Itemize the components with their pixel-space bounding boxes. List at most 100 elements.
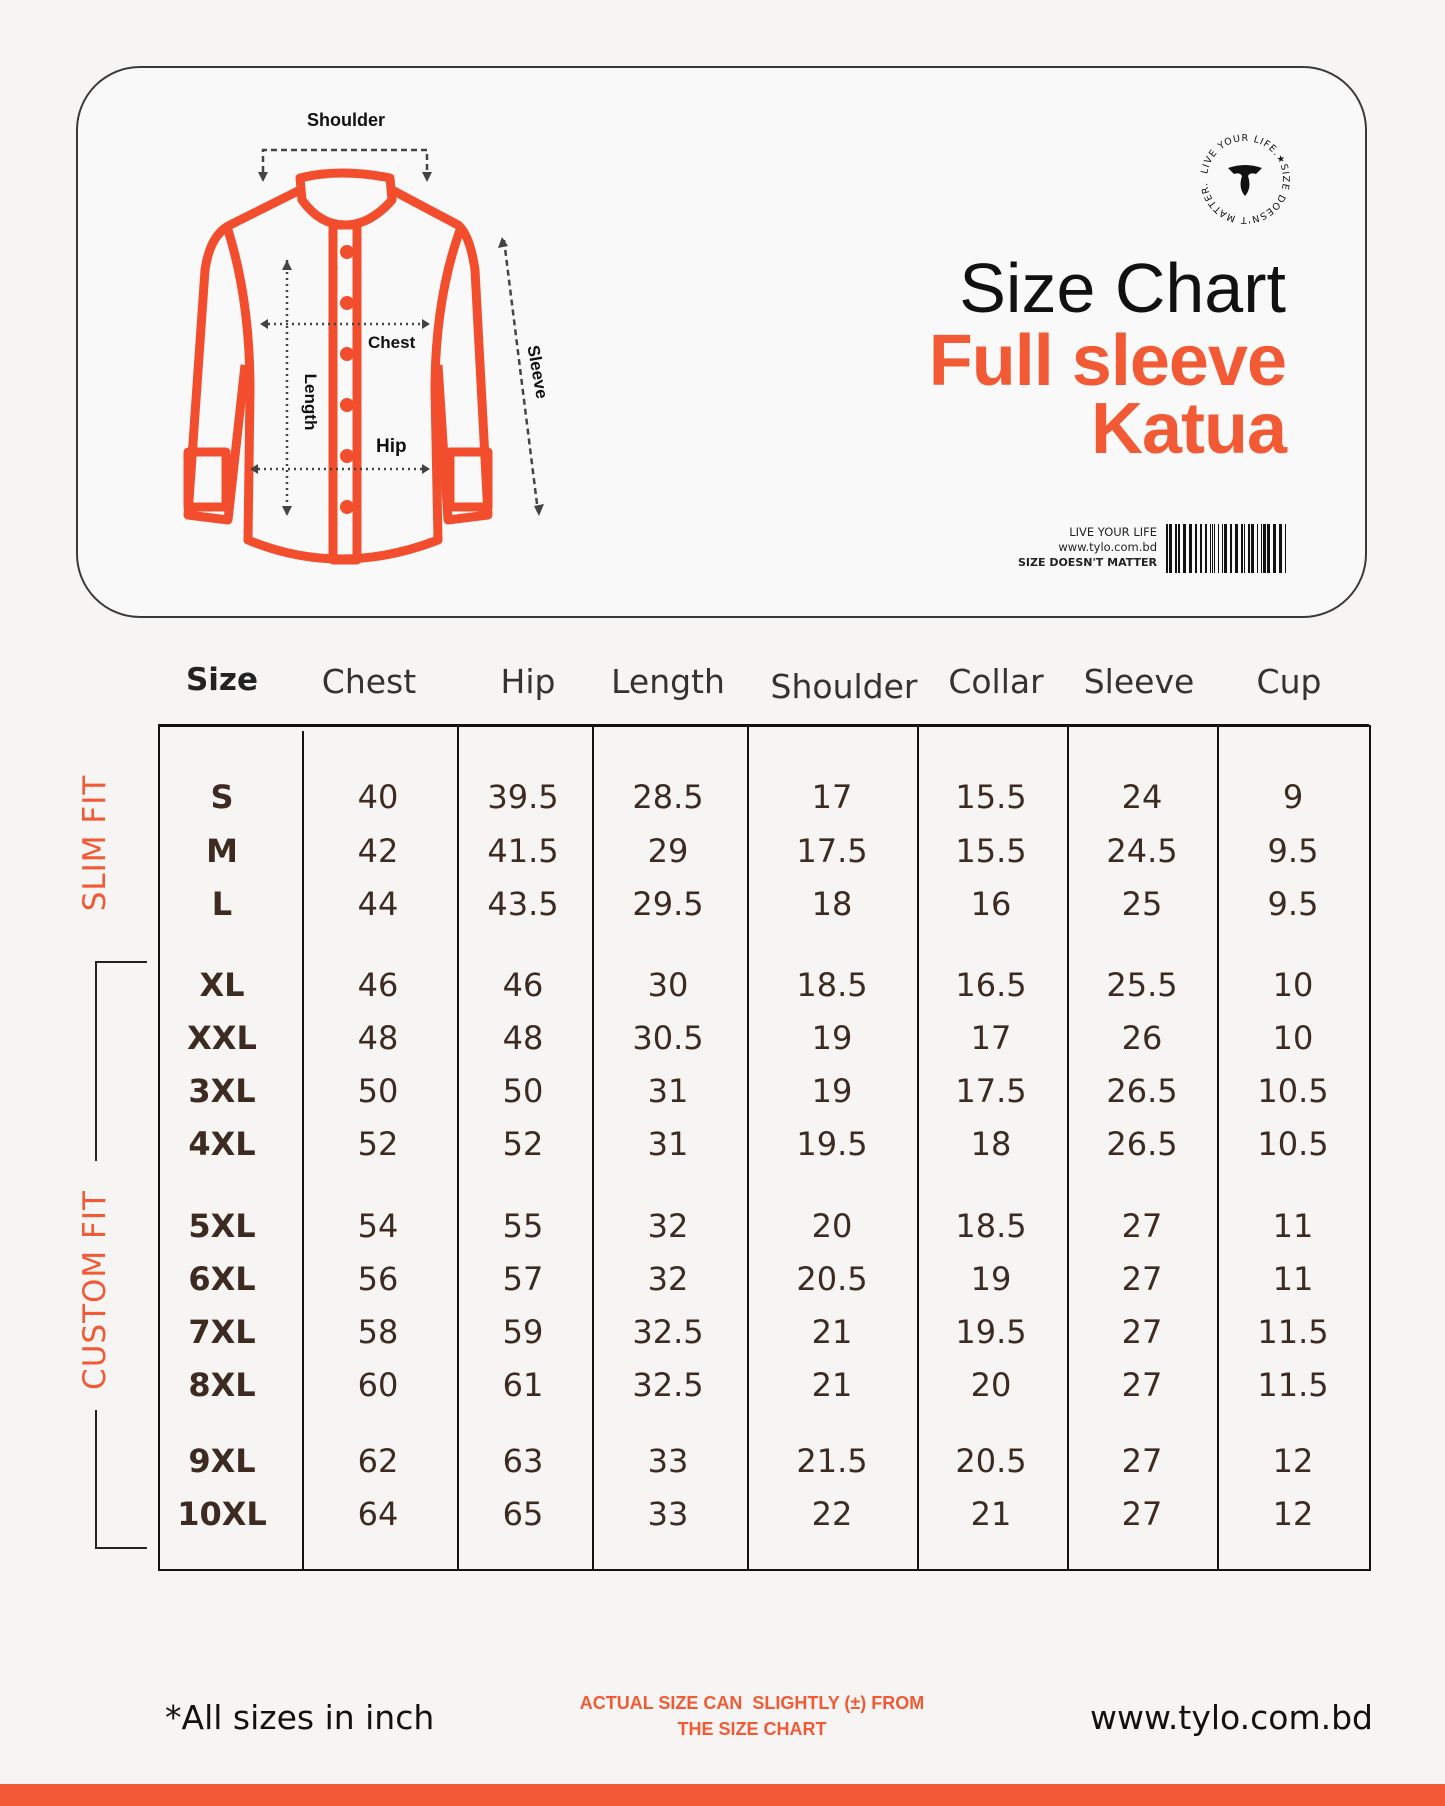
- cell-chest: 44: [357, 885, 399, 923]
- column-divider: [747, 725, 749, 1571]
- cell-chest: 46: [357, 966, 399, 1004]
- shirt-buttons: [340, 245, 354, 514]
- cell-cup: 12: [1272, 1442, 1314, 1480]
- cell-chest: 54: [357, 1207, 399, 1245]
- cell-collar: 18: [970, 1125, 1012, 1163]
- cell-chest: 58: [357, 1313, 399, 1351]
- cell-shoulder: 20.5: [796, 1260, 868, 1298]
- cell-cup: 10.5: [1257, 1072, 1329, 1110]
- cell-length: 28.5: [632, 778, 704, 816]
- cell-hip: 57: [502, 1260, 544, 1298]
- cell-hip: 65: [502, 1495, 544, 1533]
- column-divider: [457, 725, 459, 1571]
- cell-sleeve: 25: [1121, 885, 1163, 923]
- cell-collar: 17.5: [955, 1072, 1027, 1110]
- cell-chest: 42: [357, 832, 399, 870]
- column-divider: [1217, 725, 1219, 1571]
- cell-hip: 50: [502, 1072, 544, 1110]
- cell-cup: 12: [1272, 1495, 1314, 1533]
- cell-chest: 40: [357, 778, 399, 816]
- cell-hip: 59: [502, 1313, 544, 1351]
- bracket-bottom: [95, 1547, 147, 1549]
- size-label: XL: [199, 966, 245, 1004]
- cell-chest: 50: [357, 1072, 399, 1110]
- column-header-sleeve: Sleeve: [1083, 662, 1195, 701]
- size-label: 3XL: [188, 1072, 256, 1110]
- column-header-shoulder: Shoulder: [770, 667, 918, 706]
- column-header-length: Length: [611, 662, 725, 701]
- cell-shoulder: 19.5: [796, 1125, 868, 1163]
- cell-shoulder: 19: [811, 1019, 853, 1057]
- cell-sleeve: 27: [1121, 1442, 1163, 1480]
- column-divider: [158, 725, 160, 1571]
- cell-shoulder: 22: [811, 1495, 853, 1533]
- cell-length: 29.5: [632, 885, 704, 923]
- column-divider: [1067, 725, 1069, 1571]
- column-divider: [592, 725, 594, 1571]
- website-link[interactable]: www.tylo.com.bd: [1089, 1698, 1373, 1737]
- cell-chest: 64: [357, 1495, 399, 1533]
- cell-cup: 11.5: [1257, 1366, 1329, 1404]
- cell-collar: 15.5: [955, 832, 1027, 870]
- cell-hip: 63: [502, 1442, 544, 1480]
- cell-sleeve: 27: [1121, 1207, 1163, 1245]
- cell-shoulder: 21: [811, 1366, 853, 1404]
- column-header-chest: Chest: [321, 662, 417, 701]
- cell-hip: 52: [502, 1125, 544, 1163]
- shirt-outline-icon: [183, 168, 493, 565]
- tagline-live: LIVE YOUR LIFE: [1069, 525, 1157, 539]
- size-label: 6XL: [188, 1260, 256, 1298]
- cell-length: 33: [647, 1442, 689, 1480]
- disclaimer-line2: THE SIZE CHART: [677, 1719, 827, 1739]
- cell-hip: 39.5: [487, 778, 559, 816]
- size-label: XXL: [187, 1019, 257, 1057]
- cell-collar: 15.5: [955, 778, 1027, 816]
- size-label: 10XL: [177, 1495, 267, 1533]
- cell-collar: 16: [970, 885, 1012, 923]
- brand-logo-badge: LIVE YOUR LIFE.★SIZE DOESN'T MATTER.: [1199, 133, 1290, 225]
- tagline-size: SIZE DOESN'T MATTER: [1017, 556, 1157, 569]
- slim-fit-label: SLIM FIT: [77, 774, 113, 912]
- cell-length: 32.5: [632, 1313, 704, 1351]
- size-label: M: [206, 832, 238, 870]
- measure-arrows-icon: [258, 148, 540, 515]
- size-label: S: [210, 778, 234, 816]
- cell-sleeve: 26.5: [1106, 1072, 1178, 1110]
- cell-shoulder: 18: [811, 885, 853, 923]
- cell-cup: 11.5: [1257, 1313, 1329, 1351]
- chest-label: Chest: [368, 333, 416, 352]
- cell-sleeve: 27: [1121, 1366, 1163, 1404]
- cell-sleeve: 26: [1121, 1019, 1163, 1057]
- disclaimer-line1: ACTUAL SIZE CAN SLIGHTLY (±) FROM: [579, 1693, 925, 1713]
- cell-cup: 10: [1272, 1019, 1314, 1057]
- cell-hip: 46: [502, 966, 544, 1004]
- cell-sleeve: 27: [1121, 1313, 1163, 1351]
- column-divider: [917, 725, 919, 1571]
- cell-hip: 48: [502, 1019, 544, 1057]
- cell-cup: 10: [1272, 966, 1314, 1004]
- cell-cup: 9: [1282, 778, 1304, 816]
- cell-length: 31: [647, 1125, 689, 1163]
- size-label: 7XL: [188, 1313, 256, 1351]
- size-label: 9XL: [188, 1442, 256, 1480]
- hip-label: Hip: [376, 436, 407, 457]
- cell-length: 32: [647, 1207, 689, 1245]
- table-bottom-border: [158, 1569, 1371, 1571]
- column-header-collar: Collar: [948, 662, 1044, 701]
- cell-cup: 10.5: [1257, 1125, 1329, 1163]
- shoulder-label: Shoulder: [307, 110, 386, 130]
- cell-length: 32: [647, 1260, 689, 1298]
- cell-length: 30.5: [632, 1019, 704, 1057]
- cell-collar: 19: [970, 1260, 1012, 1298]
- cell-hip: 55: [502, 1207, 544, 1245]
- cell-shoulder: 18.5: [796, 966, 868, 1004]
- cell-sleeve: 25.5: [1106, 966, 1178, 1004]
- product-name-line2: Katua: [1090, 389, 1287, 469]
- cell-sleeve: 24.5: [1106, 832, 1178, 870]
- tagline-website: www.tylo.com.bd: [1058, 540, 1157, 554]
- cell-collar: 18.5: [955, 1207, 1027, 1245]
- cell-cup: 9.5: [1267, 832, 1319, 870]
- cell-sleeve: 24: [1121, 778, 1163, 816]
- size-label: 5XL: [188, 1207, 256, 1245]
- cell-collar: 20.5: [955, 1442, 1027, 1480]
